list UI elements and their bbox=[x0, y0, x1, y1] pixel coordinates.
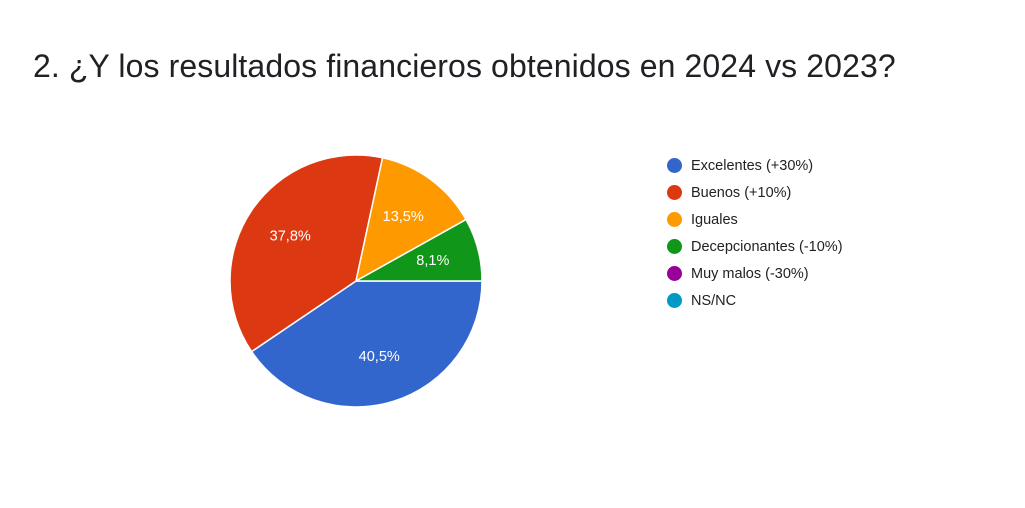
legend-item-4[interactable]: Decepcionantes (-10%) bbox=[667, 233, 843, 260]
chart-legend: Excelentes (+30%) Buenos (+10%) Iguales Dec… bbox=[667, 152, 843, 314]
chart-title: 2. ¿Y los resultados financieros obtenid… bbox=[33, 48, 896, 84]
legend-item-5[interactable]: Muy malos (-30%) bbox=[667, 260, 843, 287]
legend-item-6[interactable]: NS/NC bbox=[667, 287, 843, 314]
legend-swatch-icon bbox=[667, 158, 682, 173]
legend-swatch-icon bbox=[667, 239, 682, 254]
legend-item-1[interactable]: Excelentes (+30%) bbox=[667, 152, 843, 179]
legend-item-2[interactable]: Buenos (+10%) bbox=[667, 179, 843, 206]
legend-item-3[interactable]: Iguales bbox=[667, 206, 843, 233]
legend-label: Buenos (+10%) bbox=[691, 184, 792, 201]
legend-swatch-icon bbox=[667, 212, 682, 227]
pie-slice-4[interactable] bbox=[355, 218, 483, 282]
legend-label: NS/NC bbox=[691, 292, 737, 309]
legend-swatch-icon bbox=[667, 293, 682, 308]
legend-label: Decepcionantes (-10%) bbox=[691, 238, 843, 255]
legend-swatch-icon bbox=[667, 266, 682, 281]
slice-label-2: 37,8% bbox=[270, 229, 311, 245]
legend-label: Muy malos (-30%) bbox=[691, 265, 809, 282]
pie-slice-1[interactable] bbox=[250, 280, 483, 408]
pie-slice-3[interactable] bbox=[355, 157, 467, 282]
slice-label-1: 40,5% bbox=[359, 349, 400, 365]
slice-label-4: 8,1% bbox=[416, 253, 449, 269]
legend-label: Iguales bbox=[691, 211, 738, 228]
legend-label: Excelentes (+30%) bbox=[691, 157, 814, 174]
slice-label-3: 13,5% bbox=[383, 209, 424, 225]
pie-slice-2[interactable] bbox=[229, 154, 384, 353]
legend-swatch-icon bbox=[667, 185, 682, 200]
